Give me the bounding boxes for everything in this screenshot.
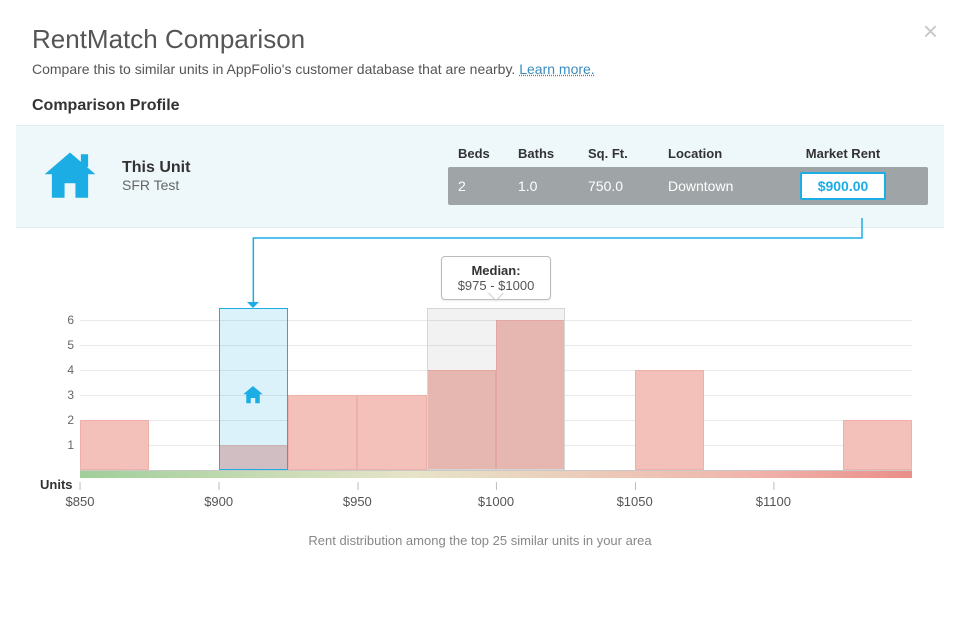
close-icon[interactable]: ×	[923, 18, 938, 44]
x-tick: $1050	[617, 494, 653, 509]
col-header-baths: Baths	[518, 146, 588, 161]
col-header-location: Location	[668, 146, 778, 161]
comparison-profile-panel: This Unit SFR Test Beds Baths Sq. Ft. Lo…	[16, 125, 944, 228]
rentmatch-modal: × RentMatch Comparison Compare this to s…	[0, 0, 960, 636]
unit-table: Beds Baths Sq. Ft. Location Market Rent …	[448, 146, 928, 205]
learn-more-link[interactable]: Learn more.	[519, 61, 594, 77]
histogram-bar	[357, 395, 426, 470]
rent-distribution-chart: Median: $975 - $1000 Units 123456$850$90…	[32, 250, 928, 550]
y-tick: 6	[58, 313, 74, 327]
y-axis-label: Units	[40, 477, 73, 492]
histogram-bar	[80, 420, 149, 470]
col-header-beds: Beds	[458, 146, 518, 161]
cell-beds: 2	[458, 178, 518, 194]
histogram-bar	[635, 370, 704, 470]
unit-table-header: Beds Baths Sq. Ft. Location Market Rent	[448, 146, 928, 167]
unit-name: SFR Test	[122, 177, 190, 193]
unit-table-row: 2 1.0 750.0 Downtown $900.00	[448, 167, 928, 205]
y-tick: 1	[58, 438, 74, 452]
house-icon	[40, 147, 100, 205]
gradient-baseline	[80, 470, 912, 478]
x-tick: $1100	[756, 494, 791, 509]
cell-baths: 1.0	[518, 178, 588, 194]
median-tooltip-label: Median:	[452, 263, 540, 278]
y-tick: 5	[58, 338, 74, 352]
histogram-bar	[843, 420, 912, 470]
modal-subtitle: Compare this to similar units in AppFoli…	[32, 61, 928, 77]
y-tick: 2	[58, 413, 74, 427]
median-tooltip: Median: $975 - $1000	[441, 256, 551, 300]
market-rent-badge: $900.00	[800, 172, 887, 200]
cell-sqft: 750.0	[588, 178, 668, 194]
house-marker-icon	[241, 383, 265, 407]
x-tick: $850	[66, 494, 95, 509]
chart-plot-area: Units 123456$850$900$950$1000$1050$1100	[80, 308, 912, 478]
y-tick: 4	[58, 363, 74, 377]
median-highlight	[427, 308, 566, 470]
unit-label-block: This Unit SFR Test	[122, 159, 190, 193]
x-tick: $1000	[478, 494, 514, 509]
chart-caption: Rent distribution among the top 25 simil…	[32, 533, 928, 548]
median-tooltip-value: $975 - $1000	[452, 278, 540, 293]
x-tick: $950	[343, 494, 372, 509]
modal-title: RentMatch Comparison	[32, 24, 928, 55]
y-tick: 3	[58, 388, 74, 402]
unit-label: This Unit	[122, 159, 190, 177]
cell-rent: $900.00	[778, 172, 908, 200]
col-header-rent: Market Rent	[778, 146, 908, 161]
cell-location: Downtown	[668, 178, 778, 194]
section-heading: Comparison Profile	[32, 97, 928, 115]
subtitle-text: Compare this to similar units in AppFoli…	[32, 61, 519, 77]
x-tick: $900	[204, 494, 233, 509]
histogram-bar	[288, 395, 357, 470]
col-header-sqft: Sq. Ft.	[588, 146, 668, 161]
